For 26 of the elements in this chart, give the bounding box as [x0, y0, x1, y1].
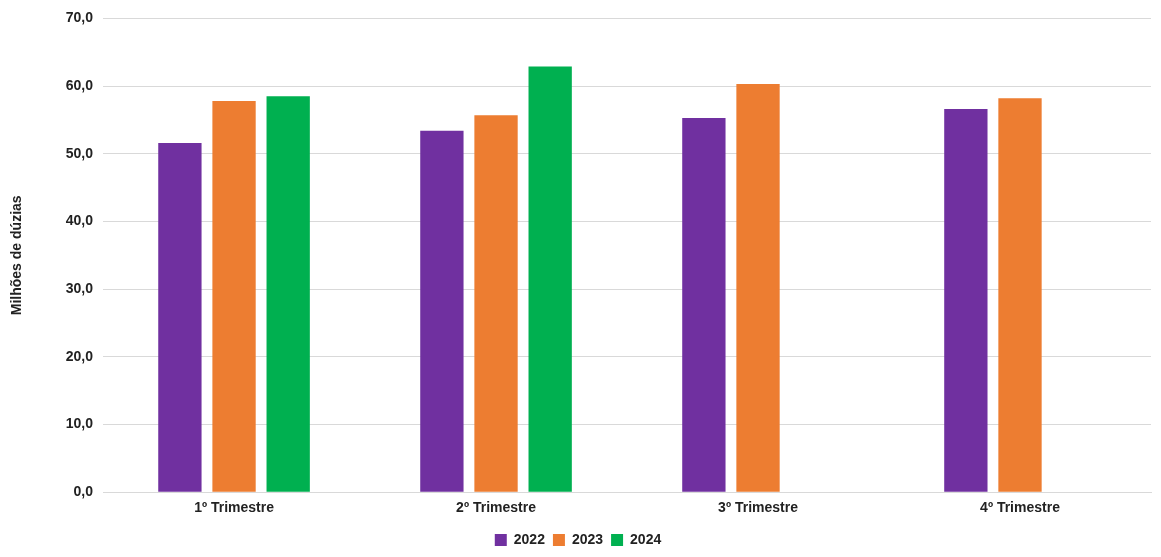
y-tick-label: 50,0 [65, 144, 94, 161]
y-tick-label: 0,0 [73, 483, 94, 500]
bar [944, 109, 988, 492]
bar [682, 117, 726, 492]
bar [212, 100, 256, 492]
bar [998, 98, 1042, 492]
bar [420, 130, 464, 492]
bar [736, 84, 780, 492]
bar [474, 115, 518, 492]
bar [158, 142, 202, 492]
y-tick-label: 20,0 [65, 347, 94, 364]
bar [528, 66, 572, 492]
y-tick-label: 70,0 [65, 9, 94, 26]
legend-label: 2023 [571, 530, 604, 547]
y-tick-label: 40,0 [65, 212, 94, 229]
bar [266, 96, 310, 492]
y-tick-label: 10,0 [65, 415, 94, 432]
x-tick-label: 4º Trimestre [980, 499, 1061, 516]
y-axis-title: Milhões de dúzias [8, 195, 25, 316]
legend-label: 2024 [630, 530, 662, 547]
x-tick-label: 3º Trimestre [718, 499, 799, 516]
x-tick-label: 1º Trimestre [194, 499, 275, 516]
legend-label: 2022 [513, 530, 546, 547]
y-tick-label: 60,0 [65, 76, 94, 93]
x-tick-label: 2º Trimestre [456, 499, 537, 516]
y-tick-label: 30,0 [65, 280, 94, 296]
